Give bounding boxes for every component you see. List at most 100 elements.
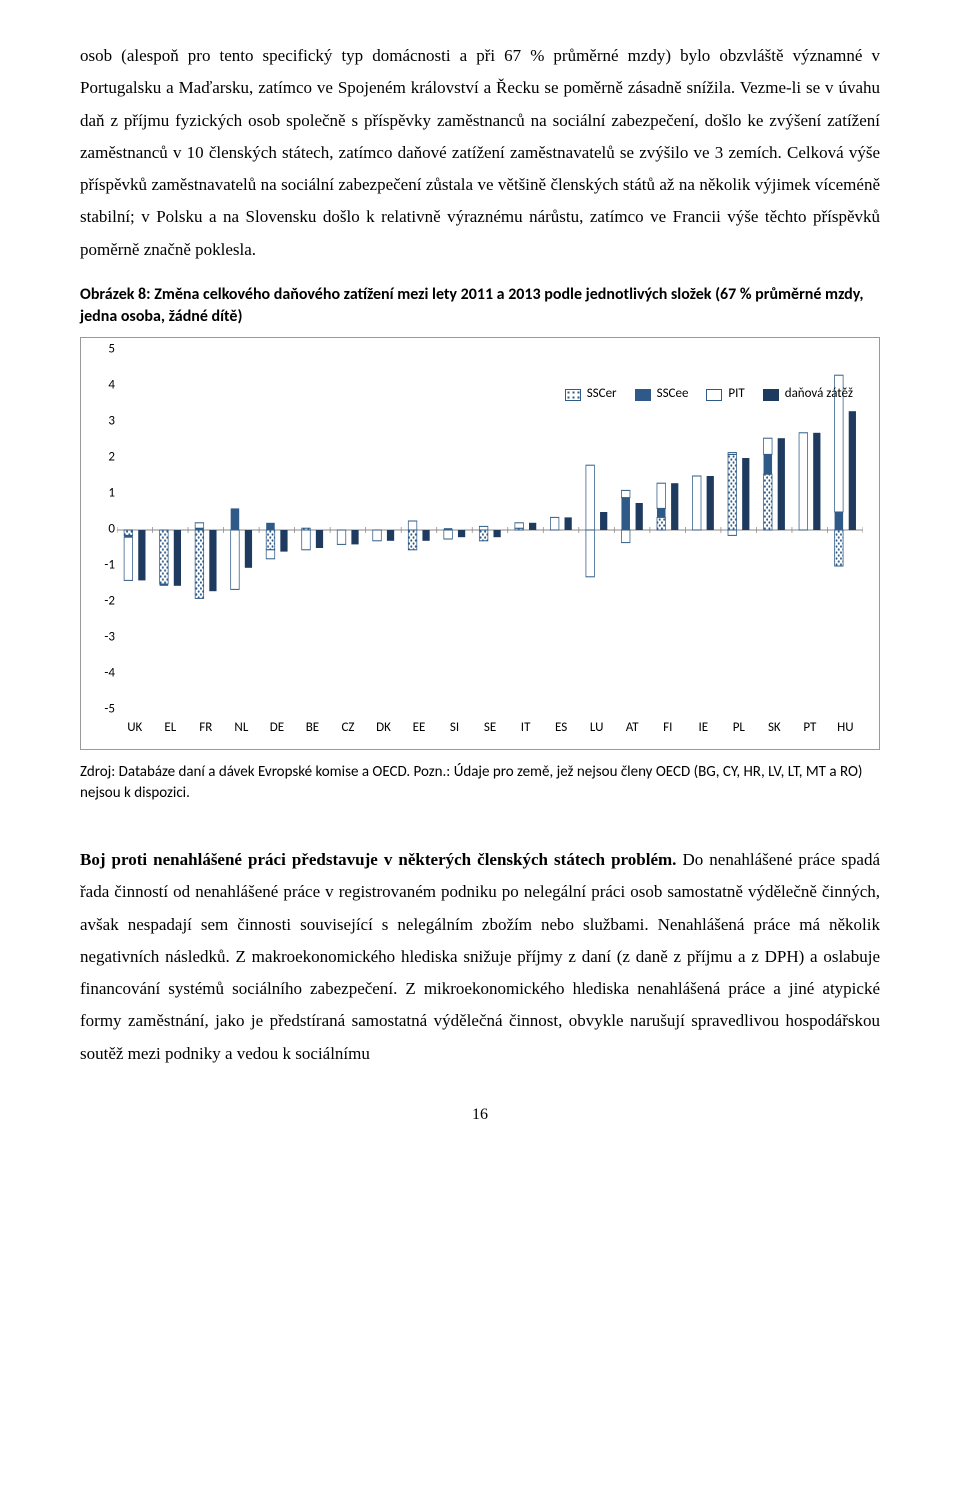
bar-zatez xyxy=(245,530,252,568)
bar-zatez xyxy=(636,503,643,530)
paragraph-2: Boj proti nenahlášené práci představuje … xyxy=(80,844,880,1070)
bar-sscer xyxy=(479,530,488,541)
bar-pit xyxy=(515,523,524,528)
legend-item-sscee: SSCee xyxy=(635,382,689,407)
bar-zatez xyxy=(280,530,287,552)
x-tick-label: PL xyxy=(721,716,757,741)
chart-plot: -5-4-3-2-1012345 SSCerSSCeePITdaňová zát… xyxy=(117,350,863,710)
legend-swatch-sscer xyxy=(565,389,581,401)
bar-pit xyxy=(550,518,559,531)
y-tick-label: 0 xyxy=(93,518,115,543)
bar-pit xyxy=(444,530,453,539)
x-tick-label: EL xyxy=(153,716,189,741)
bar-pit xyxy=(621,530,630,543)
bar-pit xyxy=(231,530,240,589)
x-tick-label: IE xyxy=(686,716,722,741)
y-tick-label: 1 xyxy=(93,482,115,507)
legend-label: daňová zátěž xyxy=(785,382,853,407)
x-tick-label: AT xyxy=(614,716,650,741)
figure-title: Obrázek 8: Změna celkového daňového zatí… xyxy=(80,284,880,327)
x-tick-label: PT xyxy=(792,716,828,741)
x-tick-label: LU xyxy=(579,716,615,741)
bar-pit xyxy=(728,453,737,455)
legend-label: SSCer xyxy=(587,382,617,407)
bar-sscer xyxy=(764,474,773,530)
bar-zatez xyxy=(422,530,429,541)
legend-swatch-pit xyxy=(706,389,722,401)
legend-swatch-sscee xyxy=(635,389,651,401)
bar-sscee xyxy=(266,523,275,530)
x-tick-label: DE xyxy=(259,716,295,741)
bar-zatez xyxy=(707,476,714,530)
x-tick-label: NL xyxy=(224,716,260,741)
para2-rest: Do nenahlášené práce spadá řada činností… xyxy=(80,850,880,1063)
bar-zatez xyxy=(458,530,465,537)
y-tick-label: 3 xyxy=(93,410,115,435)
legend-item-zatez: daňová zátěž xyxy=(763,382,853,407)
y-tick-label: 2 xyxy=(93,446,115,471)
x-tick-label: EE xyxy=(401,716,437,741)
para2-bold: Boj proti nenahlášené práci představuje … xyxy=(80,850,676,869)
legend-item-sscer: SSCer xyxy=(565,382,617,407)
bar-zatez xyxy=(671,483,678,530)
x-tick-label: CZ xyxy=(330,716,366,741)
bar-zatez xyxy=(351,530,358,544)
bar-sscer xyxy=(124,530,133,535)
bar-pit xyxy=(657,483,666,508)
x-tick-label: UK xyxy=(117,716,153,741)
x-tick-label: FI xyxy=(650,716,686,741)
bar-pit xyxy=(124,537,133,580)
bar-sscee xyxy=(231,509,240,531)
bar-pit xyxy=(586,465,595,530)
y-tick-label: 4 xyxy=(93,374,115,399)
legend-swatch-zatez xyxy=(763,389,779,401)
bar-sscee xyxy=(657,509,666,518)
bar-pit xyxy=(799,433,808,530)
bar-sscee xyxy=(160,584,169,586)
x-tick-label: SI xyxy=(437,716,473,741)
x-tick-label: ES xyxy=(543,716,579,741)
bar-zatez xyxy=(565,518,572,531)
bar-sscee xyxy=(621,498,630,530)
x-tick-label: IT xyxy=(508,716,544,741)
x-tick-label: BE xyxy=(295,716,331,741)
bar-zatez xyxy=(209,530,216,591)
x-tick-label: SE xyxy=(472,716,508,741)
chart-legend: SSCer SSCee PIT daňová zátěž xyxy=(565,382,853,407)
bar-pit xyxy=(692,476,701,530)
bar-zatez xyxy=(138,530,145,580)
x-tick-label: HU xyxy=(828,716,864,741)
y-tick-label: -4 xyxy=(93,662,115,687)
bar-pit xyxy=(302,530,311,550)
page-number: 16 xyxy=(80,1100,880,1130)
y-tick-label: -5 xyxy=(93,698,115,723)
bar-sscer xyxy=(408,530,417,550)
bar-pit xyxy=(479,527,488,531)
x-tick-label: FR xyxy=(188,716,224,741)
y-tick-label: 5 xyxy=(93,338,115,363)
bar-zatez xyxy=(316,530,323,548)
bar-pit xyxy=(728,530,737,535)
y-tick-label: -1 xyxy=(93,554,115,579)
bar-sscer xyxy=(835,530,844,566)
bar-zatez xyxy=(174,530,181,586)
bar-zatez xyxy=(849,411,856,530)
legend-label: SSCee xyxy=(657,382,689,407)
legend-label: PIT xyxy=(728,382,744,407)
bar-pit xyxy=(621,491,630,498)
bar-sscee xyxy=(835,512,844,530)
bar-sscee xyxy=(764,455,773,475)
y-tick-label: -2 xyxy=(93,590,115,615)
bar-pit xyxy=(408,521,417,530)
bar-zatez xyxy=(742,458,749,530)
y-tick-label: -3 xyxy=(93,626,115,651)
legend-item-pit: PIT xyxy=(706,382,744,407)
bar-sscer xyxy=(657,518,666,531)
chart-container: -5 -4 -3 -2 -1 0 1 2 3 4 5 SSCer SSCee PIT daňová zát… xyxy=(80,337,880,750)
bar-zatez xyxy=(778,438,785,530)
bar-zatez xyxy=(529,523,536,530)
bar-pit xyxy=(266,550,275,559)
paragraph-1: osob (alespoň pro tento specifický typ d… xyxy=(80,40,880,266)
bar-pit xyxy=(764,438,773,454)
bar-pit xyxy=(373,530,382,541)
